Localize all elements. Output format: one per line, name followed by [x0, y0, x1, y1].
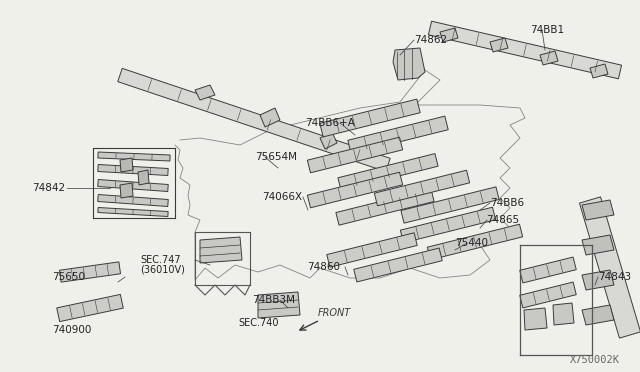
Polygon shape	[98, 195, 168, 206]
Text: (36010V): (36010V)	[140, 265, 185, 275]
Text: 740900: 740900	[52, 325, 92, 335]
Text: 75440: 75440	[455, 238, 488, 248]
Polygon shape	[401, 187, 499, 223]
Polygon shape	[260, 108, 280, 127]
Polygon shape	[428, 21, 621, 79]
Polygon shape	[553, 303, 574, 325]
Polygon shape	[120, 183, 133, 198]
Polygon shape	[98, 152, 170, 161]
Polygon shape	[520, 257, 576, 283]
Text: 74865: 74865	[486, 215, 519, 225]
Polygon shape	[540, 51, 558, 65]
Polygon shape	[195, 85, 215, 100]
Polygon shape	[582, 270, 614, 290]
Text: 74862: 74862	[414, 35, 447, 45]
Text: 75654M: 75654M	[255, 152, 297, 162]
Text: 74842: 74842	[32, 183, 65, 193]
Text: X750002K: X750002K	[570, 355, 620, 365]
Polygon shape	[374, 170, 470, 206]
Polygon shape	[590, 64, 608, 78]
Text: 74066X: 74066X	[262, 192, 302, 202]
Polygon shape	[320, 99, 420, 137]
Polygon shape	[582, 305, 614, 325]
Polygon shape	[57, 294, 124, 322]
Text: 74BB1: 74BB1	[530, 25, 564, 35]
Polygon shape	[98, 180, 168, 192]
Polygon shape	[393, 48, 425, 80]
Text: SEC.740: SEC.740	[238, 318, 278, 328]
Polygon shape	[120, 158, 133, 172]
Polygon shape	[307, 172, 403, 208]
Text: FRONT: FRONT	[318, 308, 351, 318]
Polygon shape	[348, 116, 448, 154]
Polygon shape	[401, 207, 495, 243]
Polygon shape	[118, 68, 390, 171]
Polygon shape	[582, 200, 614, 220]
Text: 74843: 74843	[598, 272, 631, 282]
Text: 75650: 75650	[52, 272, 85, 282]
Polygon shape	[98, 208, 168, 217]
Polygon shape	[582, 235, 614, 255]
Polygon shape	[490, 38, 508, 52]
Polygon shape	[320, 132, 337, 149]
Polygon shape	[60, 262, 120, 282]
Polygon shape	[307, 137, 403, 173]
Polygon shape	[338, 154, 438, 190]
Polygon shape	[138, 170, 149, 185]
Polygon shape	[440, 28, 458, 42]
Text: SEC.747: SEC.747	[140, 255, 180, 265]
Polygon shape	[200, 237, 242, 263]
Polygon shape	[327, 233, 417, 267]
Text: 74BB6: 74BB6	[490, 198, 524, 208]
Polygon shape	[520, 282, 576, 308]
Polygon shape	[258, 292, 300, 318]
Polygon shape	[428, 224, 523, 260]
Polygon shape	[354, 248, 442, 282]
Text: 74BB6+A: 74BB6+A	[305, 118, 355, 128]
Text: 74BB3M: 74BB3M	[252, 295, 295, 305]
Polygon shape	[579, 197, 640, 338]
Text: 74860: 74860	[307, 262, 340, 272]
Polygon shape	[524, 308, 547, 330]
Polygon shape	[98, 164, 168, 176]
Polygon shape	[336, 189, 434, 225]
